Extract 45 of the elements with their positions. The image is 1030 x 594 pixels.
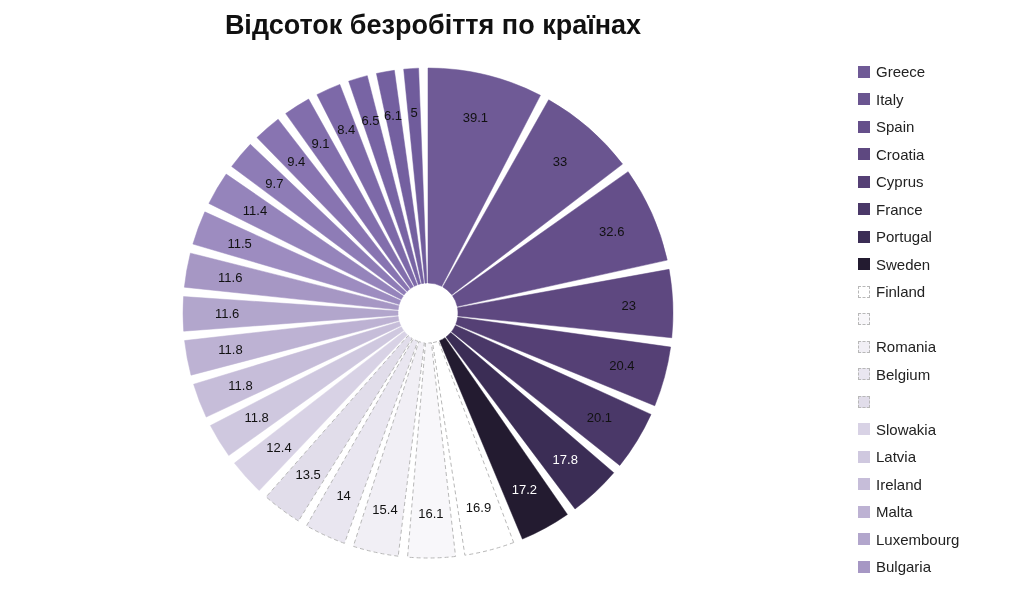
legend-label: France [876, 200, 923, 218]
data-label: 11.8 [228, 377, 253, 393]
data-label: 11.8 [244, 410, 269, 426]
data-label: 11.5 [227, 235, 252, 251]
legend-label: Latvia [876, 448, 917, 466]
legend-label: Portugal [876, 228, 932, 246]
data-label: 9.4 [287, 153, 306, 169]
data-label: 11.8 [218, 342, 243, 358]
legend-label: Romania [876, 338, 937, 356]
data-label: 17.2 [511, 481, 538, 497]
legend-label: Malta [876, 503, 913, 521]
data-label: 23 [621, 297, 636, 313]
data-label: 20.1 [586, 410, 613, 426]
data-label: 13.5 [295, 466, 321, 482]
legend-label: Sweden [876, 255, 931, 273]
data-label: 32.6 [599, 224, 625, 240]
data-label: 20.4 [609, 357, 635, 373]
legend-label: Croatia [876, 145, 925, 163]
data-label: 17.8 [552, 452, 578, 468]
legend-label: Ireland [876, 475, 922, 493]
data-label: 39.1 [462, 110, 489, 126]
data-label: 6.5 [361, 113, 380, 128]
data-label: 8.4 [337, 122, 356, 138]
data-label: 9.1 [311, 135, 330, 151]
legend-label: Belgium [876, 365, 931, 383]
legend-label: Italy [876, 90, 904, 108]
data-label: 33 [552, 153, 568, 169]
data-label: 16.9 [465, 499, 492, 515]
legend-label: Cyprus [876, 173, 924, 191]
legend-label: Luxembourg [876, 530, 960, 548]
data-label: 11.6 [218, 270, 243, 286]
chart-title: Відсоток безробіття по країнах [223, 10, 643, 41]
legend-label: Greece [876, 63, 926, 81]
data-label: 16.1 [418, 506, 444, 522]
legend-label: Bulgaria [876, 558, 932, 576]
legend-label: Slowakia [876, 420, 937, 438]
data-label: 11.6 [214, 306, 240, 322]
legend-label: Finland [876, 283, 926, 301]
data-label: 9.7 [265, 176, 284, 192]
data-label: 15.4 [372, 501, 398, 517]
data-label: 12.4 [266, 440, 292, 456]
data-label: 11.4 [242, 203, 268, 219]
data-label: 5 [410, 105, 418, 121]
data-label: 14 [336, 487, 351, 503]
legend-label: Spain [876, 118, 915, 136]
